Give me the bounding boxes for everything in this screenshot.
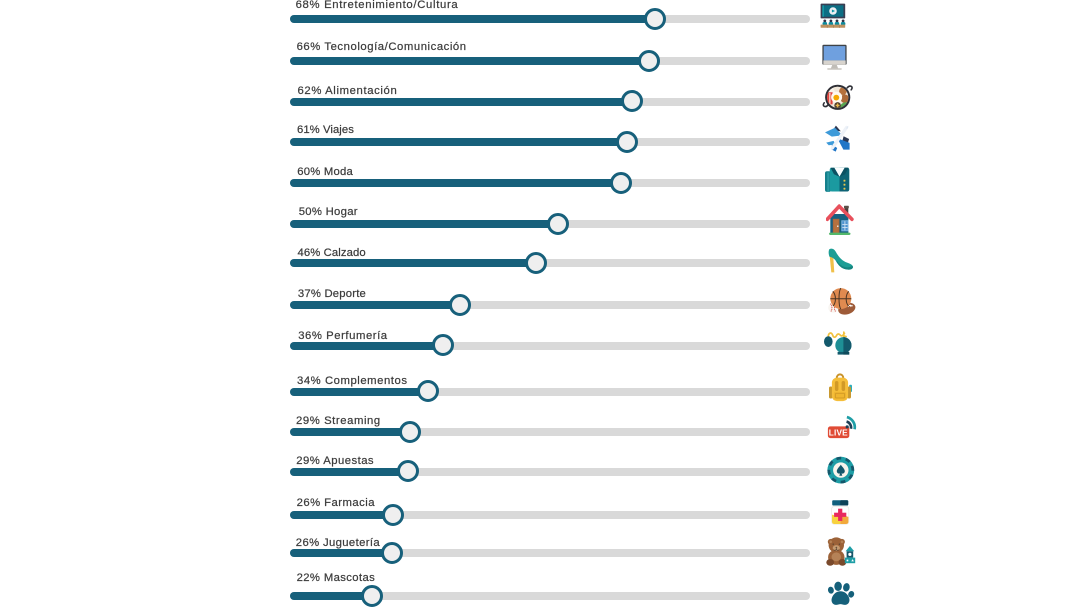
svg-text:LIVE: LIVE [829, 429, 848, 438]
